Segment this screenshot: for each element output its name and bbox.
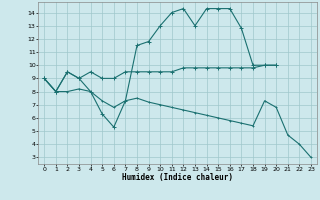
X-axis label: Humidex (Indice chaleur): Humidex (Indice chaleur) <box>122 173 233 182</box>
